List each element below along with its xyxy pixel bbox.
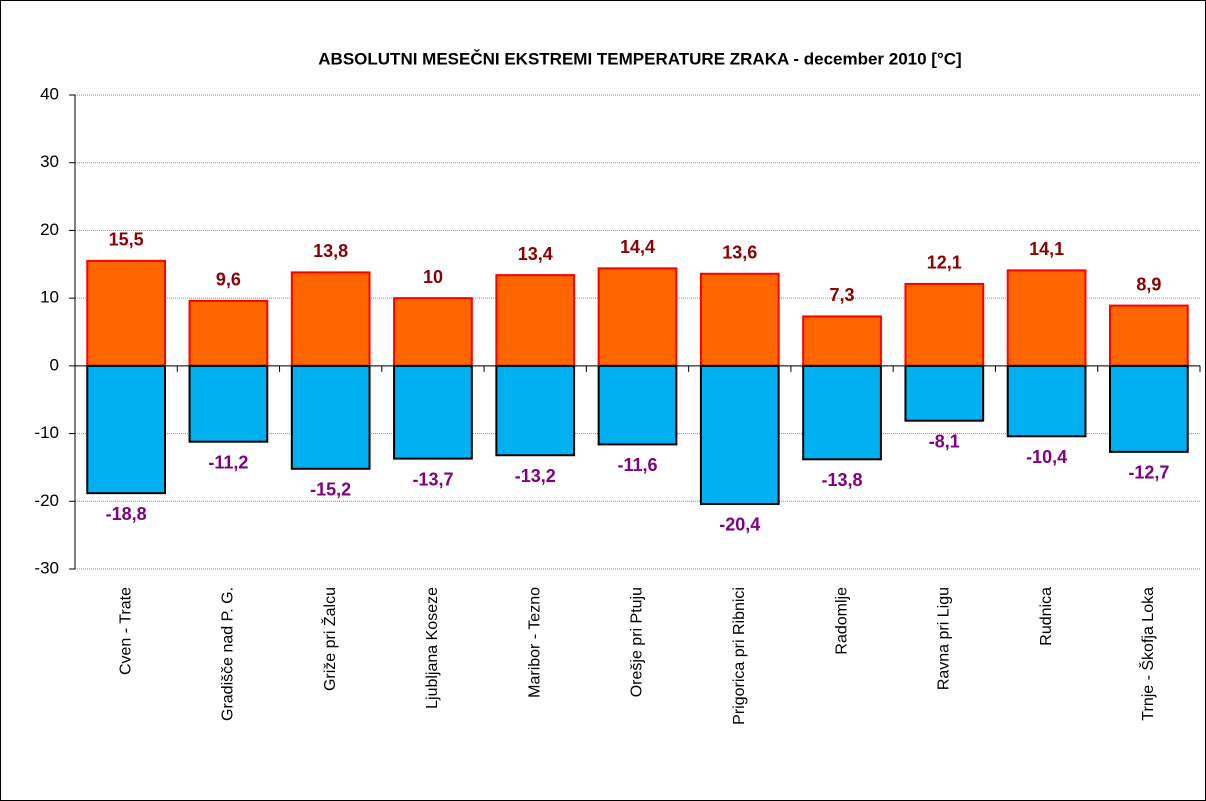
chart-title: ABSOLUTNI MESEČNI EKSTREMI TEMPERATURE Z…	[318, 49, 961, 68]
data-label: 10	[423, 267, 443, 287]
x-tick-label: Griže pri Žalcu	[320, 587, 339, 691]
bar	[904, 282, 985, 367]
y-tick-label: -20	[34, 491, 59, 510]
data-label: 14,1	[1029, 239, 1064, 259]
x-tick-label: Gradišče nad P. G.	[220, 587, 237, 721]
bar	[1109, 304, 1189, 367]
bar	[1006, 269, 1087, 367]
x-tick-label: Ravna pri Ligu	[936, 587, 953, 690]
bar	[904, 364, 985, 422]
data-label: -8,1	[929, 431, 960, 451]
data-label: -13,2	[515, 466, 556, 486]
data-label: 8,9	[1136, 274, 1161, 294]
bar	[802, 315, 882, 367]
data-label: 13,6	[722, 243, 757, 263]
bar	[290, 364, 371, 470]
data-label: -10,4	[1026, 447, 1067, 467]
x-tick-label: Orešje pri Ptuju	[629, 587, 646, 697]
x-tick-label: Ljubljana Koseze	[424, 587, 441, 709]
y-tick-label: 0	[50, 355, 59, 374]
bar	[802, 364, 882, 461]
data-label: -20,4	[719, 515, 760, 535]
bar	[86, 364, 166, 495]
bar	[699, 272, 780, 367]
data-label: 15,5	[109, 230, 144, 250]
bar	[699, 364, 780, 505]
y-tick-label: -30	[34, 558, 59, 577]
bar	[393, 297, 473, 367]
x-tick-label: Cven - Trate	[117, 587, 134, 675]
bar	[393, 364, 473, 460]
data-label: -12,7	[1128, 463, 1169, 483]
x-tick-label: Trnje - Škofja Loka	[1138, 587, 1157, 721]
data-label: 12,1	[927, 253, 962, 273]
y-tick-label: 30	[40, 152, 59, 171]
bar	[495, 364, 576, 457]
data-label: -18,8	[106, 504, 147, 524]
y-tick-label: 20	[40, 220, 59, 239]
bar	[1109, 364, 1189, 453]
data-label: 14,4	[620, 237, 655, 257]
x-tick-label: Radomlje	[833, 587, 850, 655]
y-tick-label: 10	[40, 288, 59, 307]
x-tick-label: Maribor - Tezno	[526, 587, 543, 698]
bar	[188, 299, 269, 367]
data-label: 9,6	[216, 270, 241, 290]
bar	[597, 267, 678, 367]
y-tick-label: 40	[40, 84, 59, 103]
x-tick-label: Prigorica pri Ribnici	[731, 587, 748, 725]
x-tick-label: Rudnica	[1038, 587, 1055, 646]
data-label: -13,8	[822, 470, 863, 490]
bar	[188, 364, 269, 443]
data-label: 13,4	[518, 244, 553, 264]
data-label: 7,3	[830, 285, 855, 305]
bar	[597, 364, 678, 446]
data-label: -11,2	[208, 452, 248, 472]
bar	[1006, 364, 1087, 438]
bar	[86, 259, 166, 367]
data-label: -11,6	[617, 455, 657, 475]
data-label: -13,7	[412, 469, 453, 489]
bar	[495, 274, 576, 367]
data-label: -15,2	[310, 480, 351, 500]
y-tick-label: -10	[34, 423, 59, 442]
data-label: 13,8	[313, 241, 348, 261]
bar	[290, 271, 371, 367]
